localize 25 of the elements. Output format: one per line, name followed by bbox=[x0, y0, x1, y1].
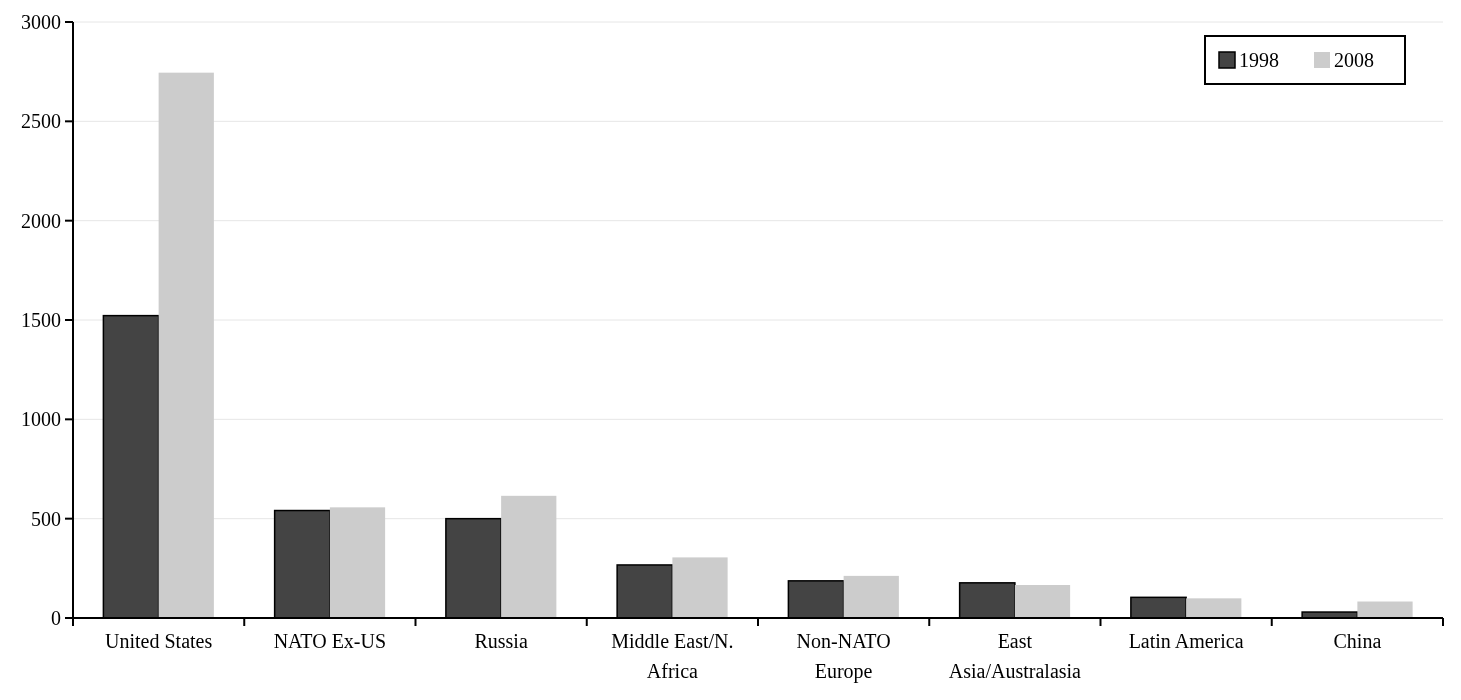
y-tick-label: 1500 bbox=[21, 309, 61, 331]
bar bbox=[329, 507, 386, 618]
x-tick-label: Latin America bbox=[1128, 630, 1244, 652]
y-tick-label: 2500 bbox=[21, 110, 61, 133]
x-tick-label: East Asia/Australasia bbox=[948, 630, 1082, 682]
legend-label: 1998 bbox=[1239, 49, 1279, 71]
x-tick-label: NATO Ex-US bbox=[273, 630, 387, 652]
x-tick-label: China bbox=[1333, 630, 1382, 652]
x-tick-label: Middle East/N. Africa bbox=[611, 630, 734, 682]
bar bbox=[158, 72, 214, 618]
y-tick-label: 1000 bbox=[21, 408, 61, 431]
y-tick-label: 3000 bbox=[21, 11, 61, 33]
bar bbox=[843, 575, 899, 618]
legend-label: 2008 bbox=[1334, 49, 1374, 71]
bar bbox=[672, 557, 728, 618]
x-tick-label: Russia bbox=[474, 630, 528, 652]
bar bbox=[1014, 585, 1071, 618]
y-tick-label: 2000 bbox=[21, 209, 61, 232]
y-tick-label: 0 bbox=[51, 607, 61, 629]
bar bbox=[501, 495, 557, 618]
bar bbox=[1186, 598, 1242, 618]
x-tick-label: Non-NATO Europe bbox=[796, 630, 891, 683]
y-tick-label: 500 bbox=[31, 507, 61, 530]
x-tick-label: United States bbox=[105, 630, 213, 652]
bar bbox=[1357, 601, 1413, 618]
